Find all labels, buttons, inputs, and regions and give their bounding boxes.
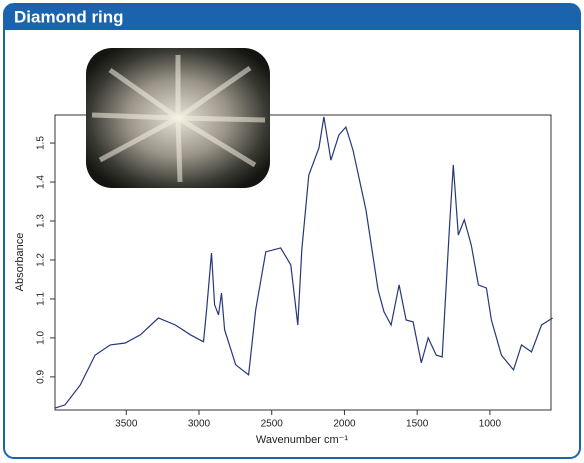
header-bar bbox=[4, 4, 580, 30]
diamond-photo bbox=[86, 48, 270, 188]
x-tick-label: 2000 bbox=[333, 419, 356, 430]
y-tick-label: 1.4 bbox=[36, 175, 47, 189]
chart-title: Diamond ring bbox=[14, 7, 124, 26]
x-tick-label: 1500 bbox=[406, 419, 429, 430]
x-tick-label: 1000 bbox=[479, 419, 502, 430]
y-tick-label: 1.5 bbox=[36, 136, 47, 150]
x-axis-label: Wavenumber cm⁻¹ bbox=[256, 434, 349, 446]
x-tick-label: 2500 bbox=[261, 419, 284, 430]
y-tick-label: 1.3 bbox=[36, 214, 47, 228]
plot-area bbox=[54, 114, 552, 411]
x-tick-label: 3500 bbox=[115, 419, 138, 430]
y-tick-label: 1.0 bbox=[36, 331, 47, 345]
x-tick-label: 3000 bbox=[188, 419, 211, 430]
y-tick-label: 1.1 bbox=[36, 292, 47, 306]
y-tick-label: 0.9 bbox=[36, 369, 47, 383]
spectrum-line bbox=[54, 116, 553, 409]
y-tick-label: 1.2 bbox=[36, 253, 47, 267]
y-axis-label: Absorbance bbox=[14, 233, 26, 292]
